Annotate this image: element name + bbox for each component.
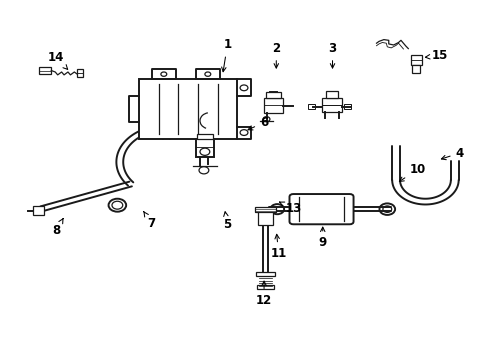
Text: 13: 13	[279, 202, 301, 215]
Bar	[325, 91, 338, 98]
Bar	[307, 104, 314, 109]
Text: 12: 12	[255, 281, 272, 307]
Text: 6: 6	[247, 116, 267, 130]
Text: 7: 7	[143, 212, 155, 230]
Bar	[258, 211, 272, 225]
Bar	[264, 98, 282, 113]
Bar	[195, 139, 214, 157]
Text: 14: 14	[48, 51, 67, 69]
Text: 9: 9	[318, 227, 326, 249]
Text: 1: 1	[221, 39, 231, 72]
Bar	[344, 104, 350, 109]
Bar	[410, 55, 421, 65]
Text: 5: 5	[223, 212, 231, 231]
Bar	[77, 69, 82, 77]
Bar	[265, 92, 281, 98]
Text: 10: 10	[399, 163, 426, 181]
Text: 11: 11	[270, 234, 286, 260]
Bar	[254, 207, 276, 212]
Bar	[39, 67, 51, 74]
Text: 15: 15	[425, 49, 447, 62]
Bar	[139, 79, 237, 139]
FancyBboxPatch shape	[289, 194, 353, 224]
Text: 4: 4	[441, 147, 463, 160]
Bar	[33, 206, 43, 215]
Bar	[321, 98, 342, 112]
Text: 2: 2	[272, 42, 280, 68]
Bar	[197, 134, 212, 139]
Bar	[411, 65, 419, 73]
Text: 3: 3	[328, 42, 336, 68]
Bar	[256, 285, 274, 289]
Bar	[255, 272, 275, 276]
Text: 8: 8	[52, 219, 63, 237]
